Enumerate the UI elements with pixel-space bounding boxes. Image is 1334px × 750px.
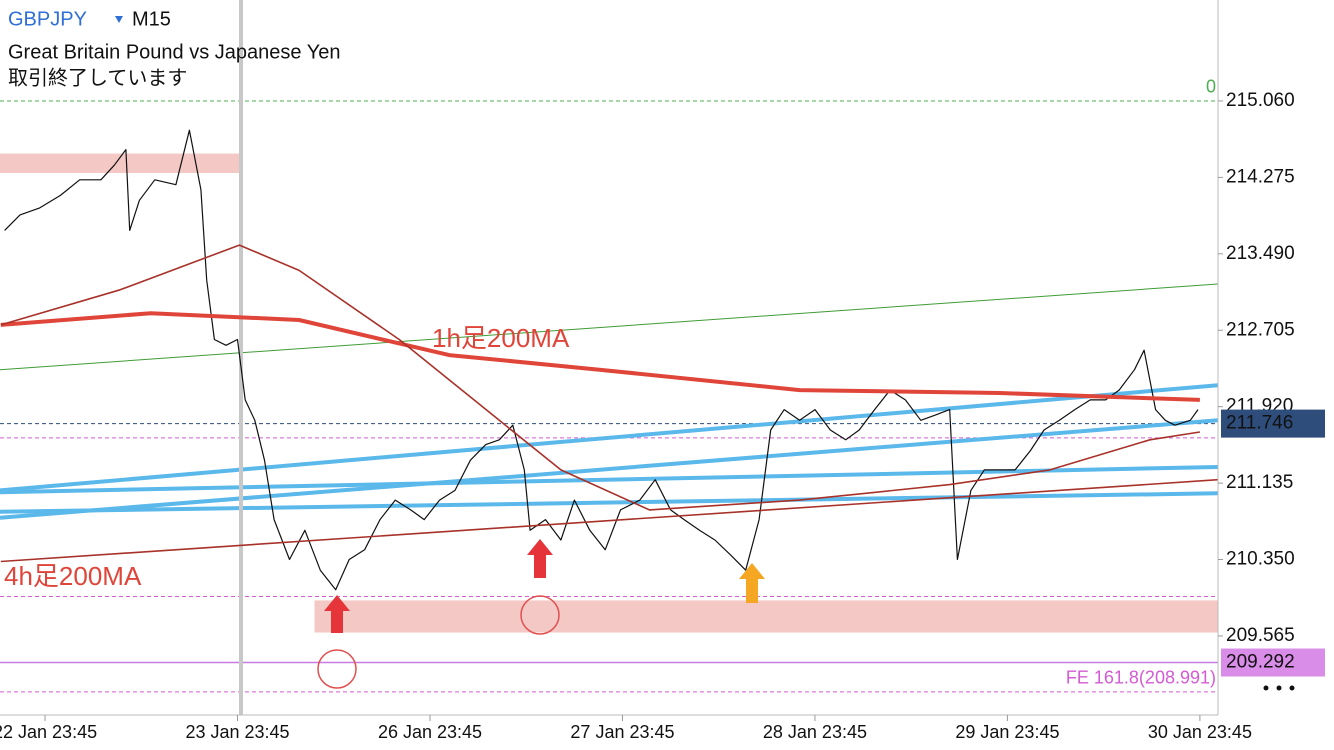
trend-line	[0, 418, 1219, 520]
moving-average	[0, 244, 1201, 511]
zone	[314, 600, 1218, 633]
y-tick-label: 211.135	[1226, 472, 1293, 493]
price-line	[4, 129, 1199, 591]
y-tick-label: 210.350	[1226, 549, 1295, 570]
status: 取引終了しています	[8, 66, 187, 89]
x-tick-label: 28 Jan 23:45	[763, 722, 867, 742]
more-dot[interactable]	[1276, 685, 1282, 691]
more-dot[interactable]	[1289, 685, 1295, 691]
price-tag-label: 211.746	[1226, 413, 1293, 434]
y-tick-label: 215.060	[1226, 90, 1295, 111]
price-tag-label: 209.292	[1226, 652, 1295, 673]
annotation: 4h足200MA	[4, 561, 142, 591]
y-tick-label: 213.490	[1226, 243, 1295, 264]
moving-average	[0, 478, 1219, 563]
x-tick-label: 23 Jan 23:45	[185, 722, 289, 742]
up-arrow	[739, 563, 765, 603]
circle-marker	[317, 649, 357, 689]
circle-marker	[520, 595, 560, 635]
x-tick-label: 26 Jan 23:45	[378, 722, 482, 742]
dropdown-icon[interactable]	[115, 16, 123, 23]
price-tag	[1221, 648, 1325, 677]
up-arrow	[324, 595, 350, 633]
trend-line	[0, 283, 1219, 371]
y-tick-label: 214.275	[1226, 166, 1295, 187]
y-tick-label: 209.565	[1226, 625, 1295, 646]
x-tick-label: 27 Jan 23:45	[570, 722, 674, 742]
level-label: 0	[1206, 77, 1216, 97]
x-tick-label: 22 Jan 23:45	[0, 722, 97, 742]
trend-line	[0, 491, 1219, 514]
subtitle: Great Britain Pound vs Japanese Yen	[8, 41, 340, 63]
more-dot[interactable]	[1263, 685, 1269, 691]
timeframe: M15	[132, 8, 171, 30]
annotation: 1h足200MA	[432, 323, 570, 353]
up-arrow	[527, 539, 553, 578]
zone	[0, 153, 241, 174]
moving-average	[0, 311, 1200, 402]
y-tick-label: 212.705	[1226, 319, 1295, 340]
price-tag	[1221, 409, 1325, 438]
x-tick-label: 29 Jan 23:45	[955, 722, 1059, 742]
x-tick-label: 30 Jan 23:45	[1148, 722, 1252, 742]
trend-line	[0, 383, 1219, 493]
level-label: FE 161.8(208.991)	[1066, 668, 1216, 688]
symbol: GBPJPY	[8, 8, 87, 30]
trend-line	[0, 465, 1219, 495]
